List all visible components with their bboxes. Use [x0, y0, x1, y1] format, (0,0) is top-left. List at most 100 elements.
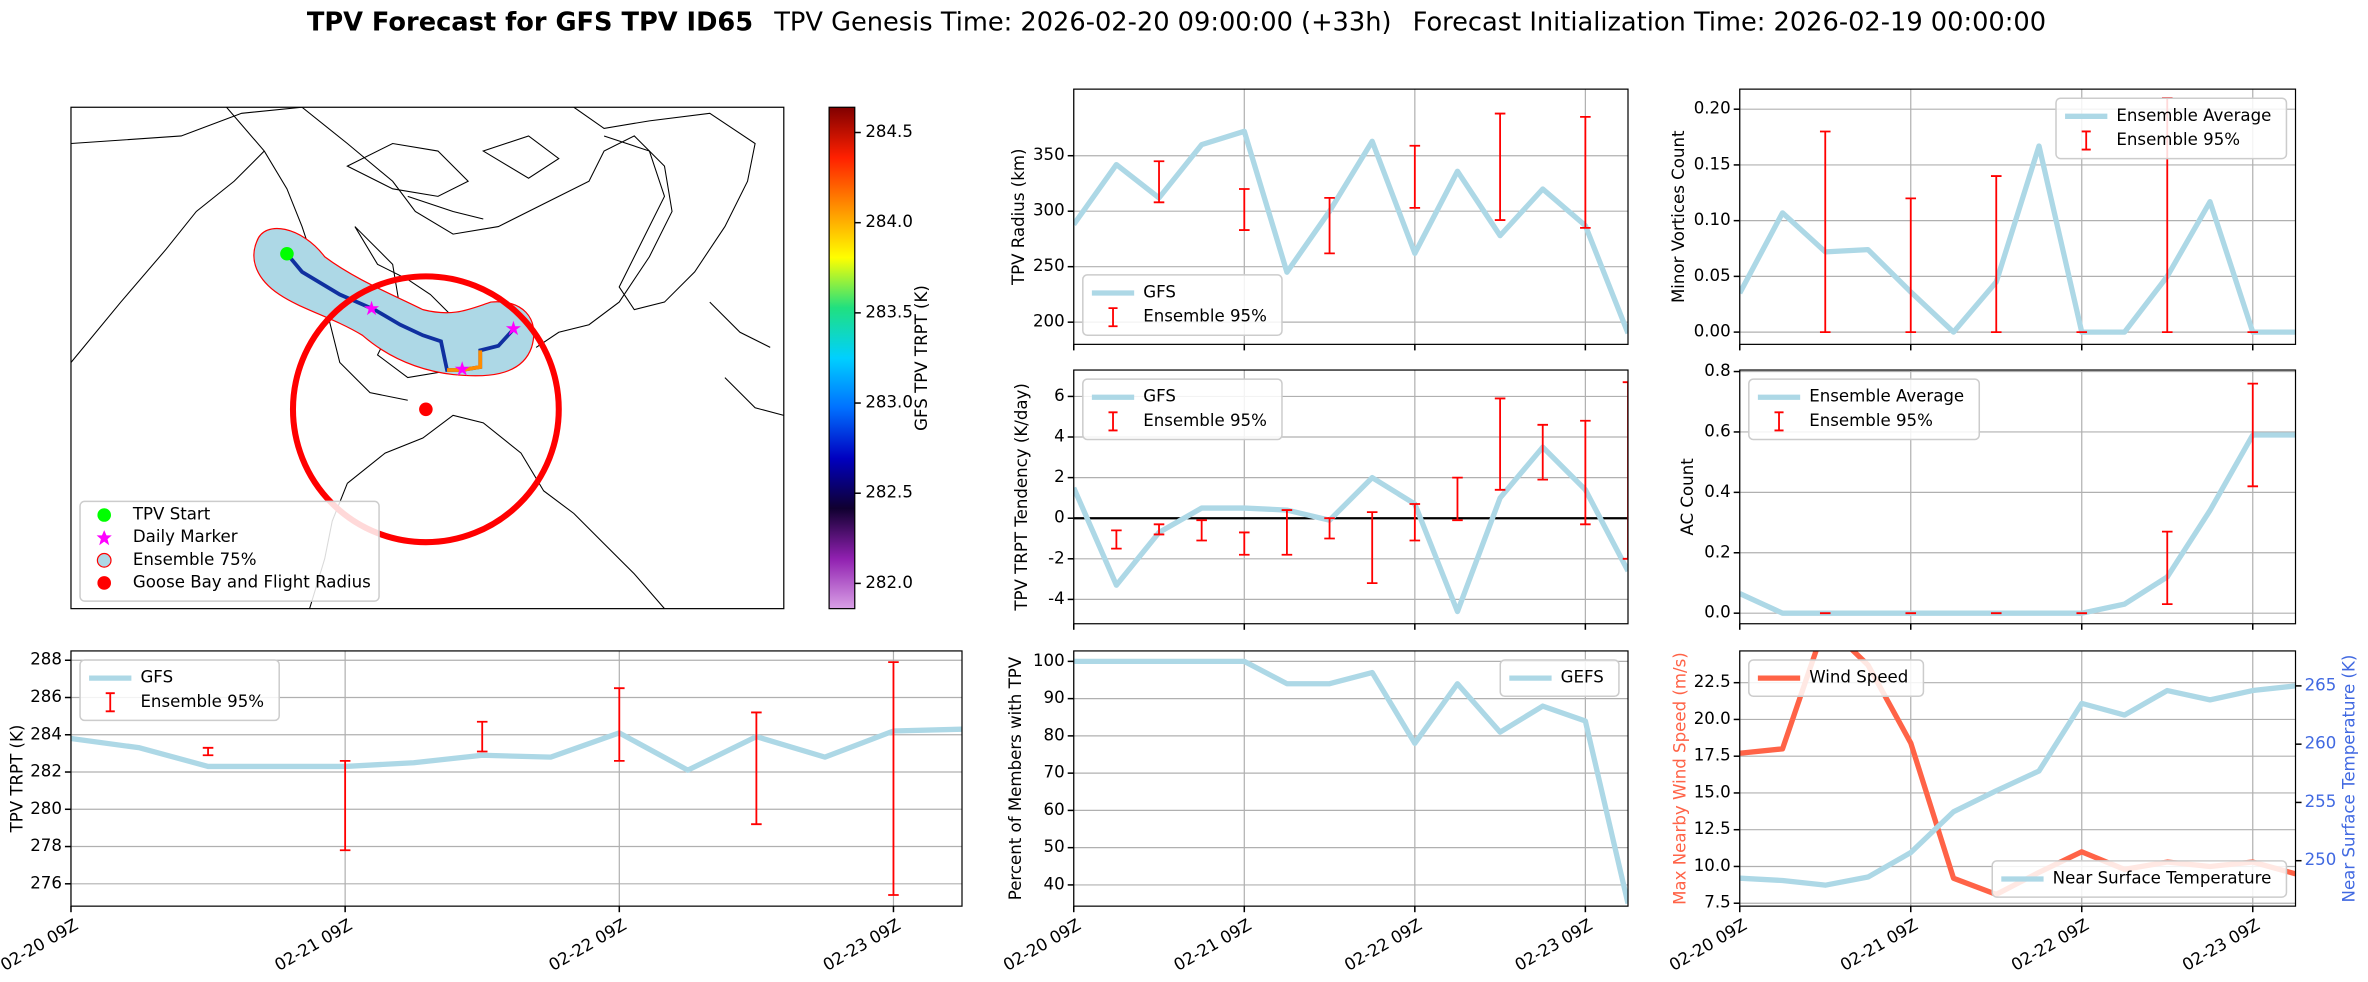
error-bar [1494, 112, 1506, 221]
daily-marker: ★ [363, 297, 381, 320]
map-frame [70, 106, 785, 610]
y-tick-label: 0.0 [1704, 603, 1730, 622]
axes-frame [1073, 369, 1629, 625]
legend-marker [97, 576, 111, 590]
y-tick-label: 0.05 [1694, 266, 1731, 285]
legend-swatch [2081, 130, 2091, 151]
flight-radius [289, 273, 562, 546]
map-content: ★ ★ ★ [70, 107, 784, 609]
y-tick-label: 0.2 [1704, 542, 1730, 561]
colorbar-tick-label: 283.5 [865, 302, 913, 321]
error-bar [1537, 423, 1549, 481]
legend-label: TPV Start [132, 505, 211, 524]
legend-swatch [1108, 411, 1118, 432]
y-tick-label: -4 [1048, 589, 1065, 608]
legend-box [79, 500, 380, 602]
y-tick-label: 15.0 [1694, 782, 1731, 801]
error-bar [1990, 175, 2002, 334]
y-tick-label: 284 [30, 724, 62, 743]
legend-swatch [1774, 411, 1784, 432]
legend-label: Wind Speed [1809, 668, 1908, 687]
error-bar [2161, 530, 2173, 606]
legend-label: Daily Marker [133, 527, 238, 546]
legend: GEFS [1499, 659, 1620, 697]
coastline [301, 107, 673, 348]
error-bar [1494, 397, 1506, 491]
legend-box [1499, 659, 1620, 697]
plot-area [70, 661, 962, 896]
error-bar [1281, 509, 1293, 556]
error-bar [888, 661, 899, 896]
y-tick-label: 0.15 [1694, 154, 1731, 173]
axes-frame [1739, 650, 2297, 907]
colorbar [828, 106, 856, 610]
y-tick-label: 0.8 [1704, 361, 1730, 380]
colorbar-tick-label: 284.0 [865, 212, 913, 231]
plot-area [1739, 382, 2296, 616]
x-tick-label: 02-22 09Z [2008, 915, 2092, 974]
legend-swatch [1108, 307, 1118, 328]
legend: GFS Ensemble 95% [1082, 378, 1283, 441]
error-bar [1196, 519, 1207, 542]
y-tick-label: 276 [30, 873, 62, 892]
error-bar [476, 720, 488, 753]
legend-label: Ensemble 95% [1143, 411, 1267, 430]
y-tick-label: 0 [1054, 508, 1065, 527]
figure-title: TPV Forecast for GFS TPV ID65 TPV Genesis… [307, 7, 2046, 37]
y-tick-label: 0.10 [1694, 210, 1731, 229]
y-tick-label: 350 [1033, 145, 1065, 164]
legend-swatch [105, 692, 115, 713]
error-bar [1409, 144, 1421, 209]
legend: Near Surface Temperature [1991, 860, 2288, 898]
y-tick-label: 90 [1044, 688, 1065, 707]
y-tick-label: -2 [1048, 548, 1065, 567]
legend-label: Ensemble 95% [140, 692, 264, 711]
legend-label: GFS [1143, 283, 1176, 302]
colorbar-tick-label: 284.5 [865, 122, 913, 141]
y-tick-label: 60 [1044, 800, 1065, 819]
legend: GFS Ensemble 95% [79, 659, 280, 722]
legend-marker [96, 552, 112, 568]
daily-marker: ★ [453, 358, 471, 381]
series-line [70, 726, 962, 773]
y-axis-label: TPV Radius (km) [1009, 148, 1028, 286]
y-tick-label: 20.0 [1694, 709, 1731, 728]
error-bar [751, 711, 762, 826]
colorbar-tick-label: 282.5 [865, 483, 913, 502]
y2-tick-label: 255 [2305, 792, 2337, 811]
axes-frame [1739, 88, 2297, 345]
title-init: Forecast Initialization Time: 2026-02-19… [1413, 7, 2046, 37]
legend-box [2055, 97, 2288, 160]
y-tick-label: 2 [1054, 467, 1065, 486]
x-tick-label: 02-20 09Z [1666, 915, 1750, 974]
legend-box [1991, 860, 2288, 898]
axes-frame [1073, 650, 1629, 907]
x-tick-label: 02-21 09Z [1171, 915, 1255, 974]
error-bar [339, 759, 351, 852]
axes-frame [1739, 369, 2297, 625]
y-tick-label: 4 [1054, 427, 1065, 446]
y-axis-label: TPV TRPT Tendency (K/day) [1012, 383, 1031, 612]
y-tick-label: 200 [1033, 312, 1065, 331]
series-line [1073, 444, 1628, 615]
legend-label: GEFS [1561, 668, 1604, 687]
legend-label: Near Surface Temperature [2053, 868, 2272, 887]
y-tick-label: 0.6 [1704, 421, 1730, 440]
y-axis-label: Percent of Members with TPV [1006, 656, 1025, 900]
x-tick-label: 02-22 09Z [1341, 915, 1425, 974]
series-line [1073, 128, 1628, 335]
y-tick-label: 282 [30, 762, 62, 781]
x-tick-label: 02-21 09Z [271, 915, 355, 974]
series-line [1073, 658, 1628, 905]
y-tick-label: 17.5 [1694, 746, 1731, 765]
tpv-track-late [447, 350, 483, 372]
error-bar [1324, 196, 1335, 255]
y2-axis-label: Near Surface Temperature (K) [2339, 655, 2358, 903]
series-line [1739, 143, 2296, 335]
legend-label: Ensemble Average [1809, 387, 1964, 406]
x-tick-label: 02-22 09Z [546, 915, 630, 974]
x-tick-label: 02-21 09Z [1837, 915, 1921, 974]
y-tick-label: 280 [30, 799, 62, 818]
